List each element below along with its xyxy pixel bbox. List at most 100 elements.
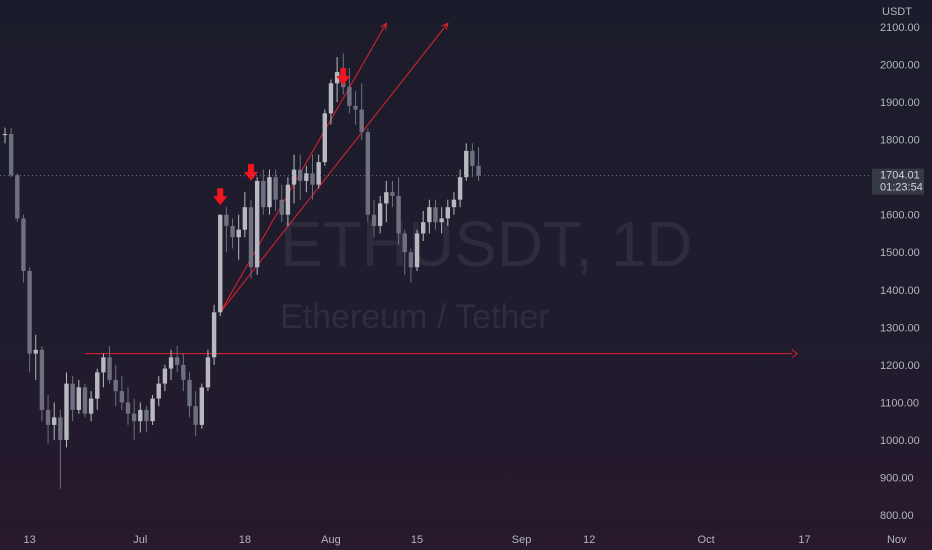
candle-body [162,368,168,384]
price-tick-label: 800.00 [880,510,914,522]
candle-body [316,162,321,185]
candle-body [273,177,278,200]
time-tick-label: 15 [411,534,423,546]
candle-body [45,409,51,425]
candle-body [384,192,389,204]
candle-body [445,207,450,219]
candle-body [451,199,457,208]
candle-body [439,218,444,223]
candle-body [390,192,395,196]
candle-body [365,132,371,215]
candle-body [205,357,211,388]
candle-body [107,357,112,380]
time-tick-label: 17 [798,534,810,546]
price-tick-label: 1300.00 [880,322,920,334]
candle-body [2,133,8,136]
bar-countdown: 01:23:54 [880,182,923,194]
watermark-name: Ethereum / Tether [280,298,550,336]
candle-body [138,409,143,422]
trend-ray [219,22,387,313]
candle-body [433,207,438,223]
price-tick-label: 2000.00 [880,60,920,72]
candle-body [95,372,100,399]
time-tick-label: Sep [512,534,532,546]
candle-body [470,150,475,166]
candle-body [168,357,174,369]
price-tick-label: 900.00 [880,472,914,484]
markers-layer [213,68,351,206]
candle-body [457,177,463,200]
candle-body [131,413,137,422]
candle-body [39,349,45,410]
candle-body [187,379,192,407]
candle-body [279,199,284,215]
candle-body [156,383,161,399]
candle-body [248,207,254,268]
candle-body [88,398,94,414]
candle-body [328,83,334,114]
candle-body [181,364,186,380]
candle-body [261,180,266,208]
price-axis[interactable]: 2100.002000.001900.001800.001700.001600.… [880,22,920,522]
candle-body [347,87,352,106]
candle-body [175,357,180,365]
candle-body [414,233,420,268]
price-tick-label: 1200.00 [880,360,920,372]
candle-body [15,175,20,219]
price-tick-label: 1000.00 [880,435,920,447]
time-axis[interactable]: 13 Jul 18 Aug 15 Sep 12 Oct 17 Nov [23,534,907,546]
candle-body [113,379,118,392]
candle-body [101,357,106,373]
current-price-value: 1704.01 [880,170,920,182]
candle-body [58,417,63,440]
candle-body [150,398,155,422]
candle-body [421,222,426,234]
candle-body [125,402,131,414]
candle-body [64,383,69,440]
price-tick-label: 2100.00 [880,22,920,34]
price-tick-label: 1800.00 [880,135,920,147]
candle-body [254,180,260,268]
watermark-symbol: ETHUSDT, 1D [280,208,693,280]
candle-body [353,105,358,110]
drawings-layer [84,22,798,358]
candle-body [242,207,248,230]
candle-body [427,207,432,223]
price-tick-label: 1900.00 [880,97,920,109]
down-arrow-marker [244,163,258,181]
candle-body [371,214,377,226]
candle-body [236,229,241,238]
price-tick-label: 1600.00 [880,210,920,222]
candle-body [322,113,327,163]
candle-body [476,165,481,176]
candle-body [119,391,125,403]
candle-body [396,195,401,234]
candle-body [27,271,32,354]
candle-body [70,383,75,410]
horizontal-ray-arrowhead [791,349,798,358]
candle-body [285,184,291,215]
time-tick-label: 13 [23,534,35,546]
time-tick-label: Jul [133,534,147,546]
candle-body [52,417,57,425]
candle-body [144,409,149,422]
candle-body [199,387,204,425]
candle-body [224,214,229,226]
candle-body [21,218,26,271]
candle-body [464,150,469,178]
down-arrow-marker [213,188,228,206]
candle-body [211,312,217,358]
time-tick-label: Aug [321,534,341,546]
candles-layer [2,53,481,489]
price-unit-label: USDT [882,6,912,18]
candle-body [218,214,223,313]
candle-body [267,177,272,208]
candle-body [230,225,235,238]
candle-body [33,349,38,354]
candle-body [377,203,383,226]
time-tick-label: 18 [239,534,251,546]
candle-body [310,173,315,185]
price-tick-label: 1500.00 [880,247,920,259]
candle-body [402,233,407,253]
